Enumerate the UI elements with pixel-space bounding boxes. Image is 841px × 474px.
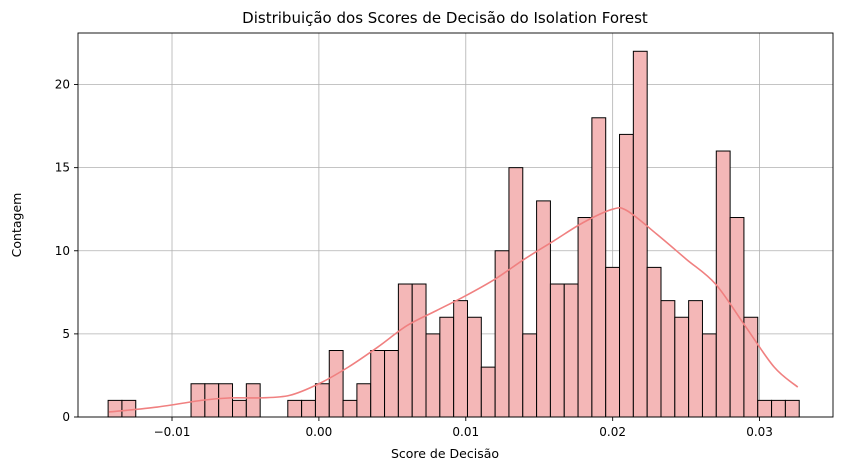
histogram-bar xyxy=(701,333,717,418)
histogram-bar xyxy=(591,117,607,418)
histogram-bar xyxy=(425,333,441,418)
histogram-bar xyxy=(384,350,399,418)
histogram-bar xyxy=(771,399,786,418)
y-tick-label: 5 xyxy=(62,327,70,341)
x-tick-label: 0.03 xyxy=(746,425,773,439)
histogram-bar xyxy=(301,399,316,418)
histogram-bar xyxy=(549,283,565,418)
histogram-bar xyxy=(453,300,468,418)
histogram-bar xyxy=(632,50,648,418)
x-tick-label: 0.02 xyxy=(599,425,626,439)
histogram-bar xyxy=(784,399,800,418)
y-tick-label: 10 xyxy=(55,244,70,258)
histogram-bar xyxy=(218,383,234,418)
histogram-bar xyxy=(121,399,137,418)
y-axis-ticks: 0 5 10 15 20 xyxy=(55,78,78,424)
histogram-bar xyxy=(508,167,524,418)
histogram-bar xyxy=(370,350,386,418)
histogram-bar xyxy=(688,300,703,418)
x-axis-ticks: −0.01 0.00 0.01 0.02 0.03 xyxy=(154,417,773,439)
chart-title: Distribuição dos Scores de Decisão do Is… xyxy=(242,9,648,27)
histogram-bars xyxy=(107,50,800,418)
histogram-bar xyxy=(494,250,510,418)
histogram-bar xyxy=(356,383,372,418)
x-tick-label: 0.00 xyxy=(306,425,333,439)
histogram-bar xyxy=(480,366,496,418)
histogram-bar xyxy=(743,316,759,418)
histogram-bar xyxy=(466,316,482,418)
x-axis-label: Score de Decisão xyxy=(391,446,499,461)
histogram-bar xyxy=(577,217,593,418)
histogram-bar xyxy=(563,283,579,418)
histogram-bar xyxy=(328,350,344,418)
histogram-bar xyxy=(729,217,745,418)
histogram-bar xyxy=(757,399,773,418)
x-tick-label: −0.01 xyxy=(154,425,191,439)
histogram-bar xyxy=(232,399,247,418)
y-tick-label: 15 xyxy=(55,161,70,175)
histogram-bar xyxy=(314,383,330,418)
histogram-bar xyxy=(522,333,538,418)
histogram-bar xyxy=(674,316,690,418)
histogram-bar xyxy=(287,399,303,418)
histogram-bar xyxy=(536,200,551,418)
histogram-bar xyxy=(619,133,634,418)
histogram-bar xyxy=(107,399,123,418)
histogram-bar xyxy=(646,266,662,418)
histogram-bar xyxy=(342,399,358,418)
histogram-bar xyxy=(397,283,413,418)
histogram-bar xyxy=(411,283,427,418)
y-tick-label: 0 xyxy=(62,410,70,424)
plot-frame xyxy=(77,32,834,418)
histogram-bar xyxy=(245,383,261,418)
x-tick-label: 0.01 xyxy=(452,425,479,439)
histogram-bar xyxy=(660,300,676,418)
y-tick-label: 20 xyxy=(55,78,70,92)
histogram-bar xyxy=(439,316,455,418)
y-axis-label: Contagem xyxy=(9,193,24,258)
histogram-bar xyxy=(715,150,731,418)
kde-curve xyxy=(108,206,799,413)
histogram-bar xyxy=(605,266,621,418)
